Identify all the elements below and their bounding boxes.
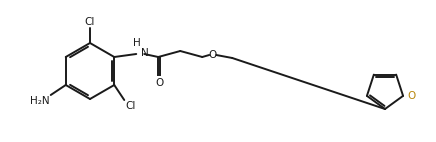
Text: H: H [133,38,141,48]
Text: Cl: Cl [85,17,95,27]
Text: H₂N: H₂N [30,96,50,106]
Text: Cl: Cl [125,101,136,111]
Text: N: N [141,48,149,58]
Text: O: O [407,91,416,101]
Text: O: O [155,78,164,88]
Text: O: O [208,50,216,60]
